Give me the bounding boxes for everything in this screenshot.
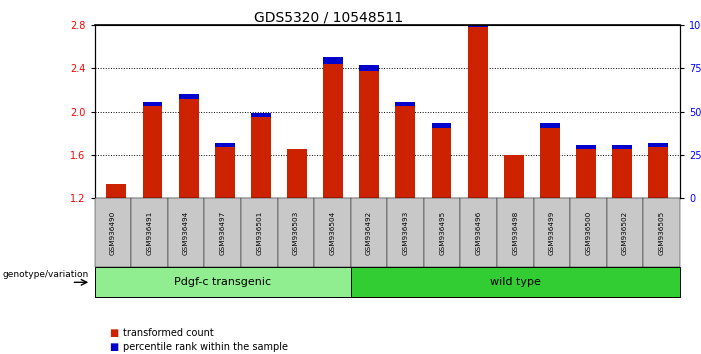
Bar (142, 102, 163, 106)
Text: GSM936504: GSM936504 (329, 211, 335, 255)
Text: percentile rank within the sample: percentile rank within the sample (123, 342, 287, 352)
Text: GSM936501: GSM936501 (257, 211, 262, 255)
Bar (612, 149, 632, 198)
Bar (287, 149, 307, 198)
Bar (251, 113, 271, 117)
Text: transformed count: transformed count (123, 328, 213, 338)
Text: GSM936492: GSM936492 (366, 211, 372, 255)
Bar (395, 106, 415, 198)
Bar (323, 57, 343, 64)
Text: wild type: wild type (490, 277, 540, 287)
Bar (648, 143, 668, 147)
Bar (648, 147, 668, 198)
Bar (107, 184, 126, 198)
Bar (179, 94, 198, 98)
Text: GSM936498: GSM936498 (512, 211, 518, 255)
Text: GSM936495: GSM936495 (440, 211, 445, 255)
Text: ■: ■ (109, 328, 118, 338)
Text: GSM936505: GSM936505 (659, 211, 665, 255)
Text: GSM936500: GSM936500 (585, 211, 592, 255)
Bar (432, 124, 451, 128)
Bar (504, 155, 524, 198)
Text: GSM936497: GSM936497 (219, 211, 226, 255)
Bar (540, 128, 560, 198)
Bar (360, 72, 379, 198)
Bar (576, 149, 596, 198)
Text: GSM936496: GSM936496 (476, 211, 482, 255)
Text: GSM936493: GSM936493 (402, 211, 409, 255)
Bar (215, 147, 235, 198)
Bar (468, 18, 488, 27)
Bar (576, 145, 596, 149)
Text: GSM936490: GSM936490 (110, 211, 116, 255)
Text: GSM936499: GSM936499 (549, 211, 555, 255)
Bar (395, 102, 415, 106)
Bar (468, 27, 488, 198)
Text: GSM936494: GSM936494 (183, 211, 189, 255)
Text: Pdgf-c transgenic: Pdgf-c transgenic (174, 277, 271, 287)
Bar (432, 128, 451, 198)
Bar (215, 143, 235, 147)
Bar (360, 65, 379, 72)
Text: GSM936502: GSM936502 (622, 211, 628, 255)
Bar (251, 117, 271, 198)
Bar (323, 64, 343, 198)
Text: GSM936491: GSM936491 (147, 211, 153, 255)
Bar (540, 124, 560, 128)
Text: genotype/variation: genotype/variation (2, 270, 88, 279)
Bar (142, 106, 163, 198)
Text: ■: ■ (109, 342, 118, 352)
Bar (179, 98, 198, 198)
Bar (612, 145, 632, 149)
Text: GDS5320 / 10548511: GDS5320 / 10548511 (254, 11, 403, 25)
Text: GSM936503: GSM936503 (293, 211, 299, 255)
